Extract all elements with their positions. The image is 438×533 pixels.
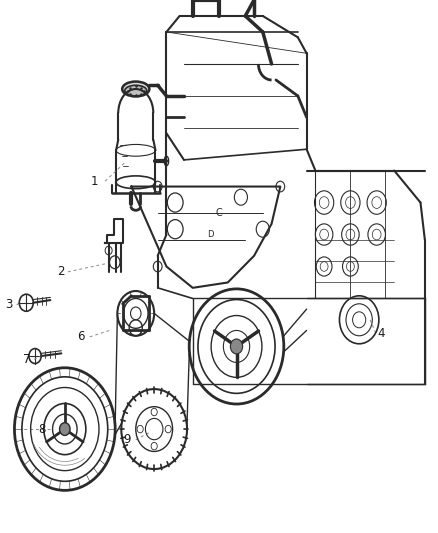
Ellipse shape [125,85,147,96]
Text: 3: 3 [5,298,12,311]
Text: D: D [207,230,213,239]
Text: 4: 4 [377,327,385,340]
Text: 2: 2 [57,265,65,278]
Text: 7: 7 [22,353,30,366]
Text: 6: 6 [77,330,85,343]
Text: 1: 1 [90,175,98,188]
Ellipse shape [122,82,149,96]
Circle shape [230,339,243,354]
Text: C: C [215,208,223,218]
Text: 9: 9 [123,433,131,446]
Text: 8: 8 [38,423,45,435]
Circle shape [60,423,70,435]
